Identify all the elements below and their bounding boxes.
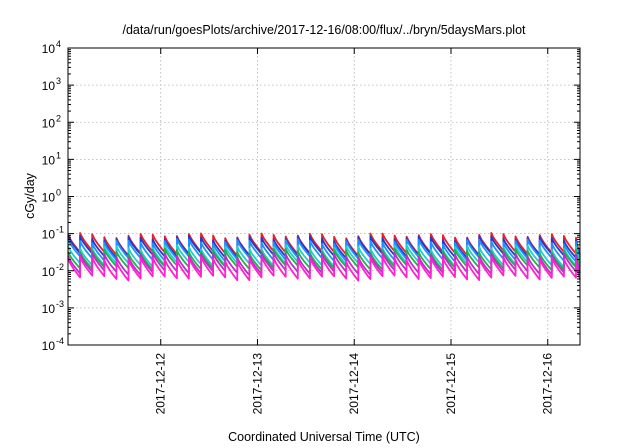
x-tick-label: 2017-12-14 bbox=[347, 353, 361, 415]
y-tick-exponent: 0 bbox=[56, 188, 61, 198]
series-line bbox=[67, 232, 581, 257]
y-tick-exponent: -3 bbox=[56, 299, 64, 309]
chart-title: /data/run/goesPlots/archive/2017-12-16/0… bbox=[122, 23, 526, 37]
y-tick-label: 10 bbox=[42, 79, 56, 93]
y-tick-exponent: 1 bbox=[56, 150, 61, 160]
series-line bbox=[67, 255, 581, 282]
x-tick-label: 2017-12-16 bbox=[541, 353, 555, 415]
y-tick-label: 10 bbox=[42, 153, 56, 167]
x-tick-label: 2017-12-12 bbox=[154, 353, 168, 415]
y-tick-exponent: -1 bbox=[56, 225, 64, 235]
y-tick-label: 10 bbox=[42, 116, 56, 130]
y-tick-label: 10 bbox=[42, 191, 56, 205]
x-axis-label: Coordinated Universal Time (UTC) bbox=[228, 430, 420, 444]
y-tick-exponent: -2 bbox=[56, 262, 64, 272]
y-tick-label: 10 bbox=[42, 339, 56, 353]
plot-frame bbox=[67, 47, 581, 346]
x-tick-label: 2017-12-13 bbox=[250, 353, 264, 415]
y-tick-label: 10 bbox=[42, 265, 56, 279]
y-tick-exponent: -4 bbox=[56, 336, 64, 346]
y-axis-label: cGy/day bbox=[23, 172, 37, 219]
series-line bbox=[67, 247, 581, 272]
series-line bbox=[67, 235, 581, 260]
y-tick-label: 10 bbox=[42, 42, 56, 56]
x-tick-label: 2017-12-15 bbox=[444, 353, 458, 415]
y-tick-exponent: 3 bbox=[56, 76, 61, 86]
y-tick-label: 10 bbox=[42, 228, 56, 242]
x-axis: 2017-12-12 2017-12-13 2017-12-14 2017-12-15… bbox=[154, 48, 555, 414]
series-layer bbox=[67, 232, 581, 282]
series-line bbox=[67, 251, 581, 277]
series-line bbox=[67, 238, 581, 263]
grid bbox=[68, 48, 580, 345]
y-tick-exponent: 2 bbox=[56, 113, 61, 123]
y-tick-exponent: 4 bbox=[56, 39, 61, 49]
y-tick-label: 10 bbox=[42, 302, 56, 316]
